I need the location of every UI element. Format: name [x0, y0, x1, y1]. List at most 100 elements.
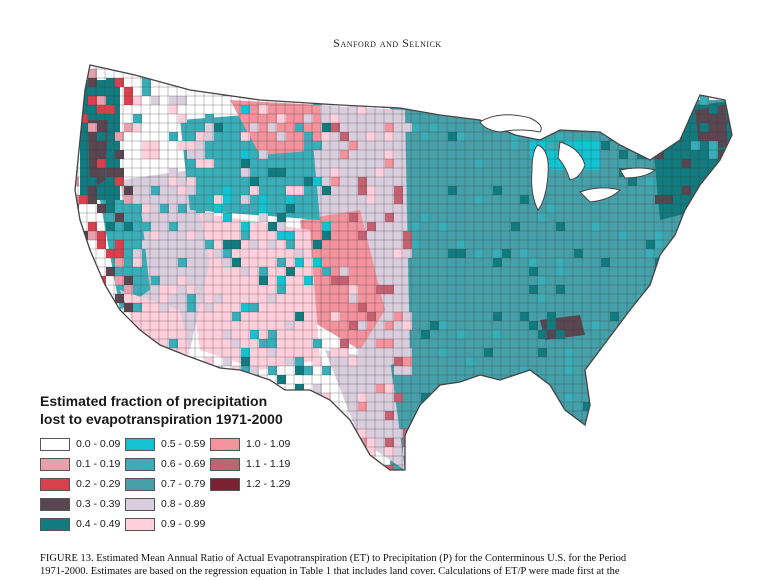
county-cell — [394, 186, 403, 195]
county-cell — [466, 159, 475, 168]
county-cell — [124, 276, 133, 285]
county-cell — [250, 303, 259, 312]
county-cell — [196, 366, 205, 375]
county-cell — [223, 249, 232, 258]
county-cell — [178, 366, 187, 375]
county-cell — [610, 312, 619, 321]
county-cell — [682, 348, 691, 357]
county-cell — [331, 114, 340, 123]
great-lakes — [479, 114, 657, 211]
county-cell — [151, 69, 160, 78]
county-cell — [718, 177, 727, 186]
county-cell — [97, 96, 106, 105]
county-cell — [520, 312, 529, 321]
county-cell — [637, 447, 646, 456]
county-cell — [718, 447, 727, 456]
county-cell — [727, 339, 732, 348]
county-cell — [97, 321, 106, 330]
county-cell — [502, 105, 511, 114]
county-cell — [709, 465, 718, 470]
county-cell — [691, 294, 700, 303]
county-cell — [214, 195, 223, 204]
county-cell — [385, 213, 394, 222]
county-cell — [268, 69, 277, 78]
county-cell — [313, 141, 322, 150]
county-cell — [547, 321, 556, 330]
county-cell — [160, 303, 169, 312]
county-cell — [673, 411, 682, 420]
county-cell — [178, 204, 187, 213]
county-cell — [241, 357, 250, 366]
county-cell — [304, 258, 313, 267]
county-cell — [700, 150, 709, 159]
county-cell — [322, 186, 331, 195]
county-cell — [88, 78, 97, 87]
county-cell — [340, 447, 349, 456]
legend-label: 0.5 - 0.59 — [161, 438, 206, 450]
county-cell — [673, 402, 682, 411]
county-cell — [106, 267, 115, 276]
county-cell — [322, 267, 331, 276]
county-cell — [709, 150, 718, 159]
legend-label: 0.6 - 0.69 — [161, 458, 206, 470]
county-cell — [394, 339, 403, 348]
county-cell — [709, 438, 718, 447]
legend-title: Estimated fraction of precipitation lost… — [40, 393, 283, 427]
county-cell — [340, 65, 349, 69]
county-cell — [736, 384, 745, 393]
county-cell — [700, 411, 709, 420]
legend-swatch — [40, 517, 70, 531]
county-cell — [196, 249, 205, 258]
legend-swatch — [40, 497, 70, 511]
county-cell — [556, 330, 565, 339]
county-cell — [124, 96, 133, 105]
county-cell — [151, 312, 160, 321]
county-cell — [700, 141, 709, 150]
legend-item: 1.1 - 1.19 — [210, 456, 290, 472]
county-cell — [439, 393, 448, 402]
county-cell — [151, 150, 160, 159]
county-cell — [268, 357, 277, 366]
county-cell — [223, 186, 232, 195]
county-cell — [727, 96, 732, 105]
legend-label: 0.4 - 0.49 — [76, 518, 121, 530]
county-cell — [133, 195, 142, 204]
county-cell — [160, 69, 169, 78]
county-cell — [727, 438, 732, 447]
legend-swatch — [40, 477, 70, 491]
county-cell — [718, 312, 727, 321]
county-cell — [115, 240, 124, 249]
county-cell — [169, 267, 178, 276]
county-cell — [673, 303, 682, 312]
county-cell — [727, 105, 732, 114]
county-cell — [673, 438, 682, 447]
county-cell — [340, 141, 349, 150]
county-cell — [520, 465, 529, 470]
county-cell — [745, 195, 750, 204]
county-cell — [277, 285, 286, 294]
us-et-ratio-map — [74, 64, 750, 471]
county-cell — [322, 231, 331, 240]
county-cell — [196, 294, 205, 303]
county-cell — [196, 132, 205, 141]
county-cell — [655, 465, 664, 470]
county-cell — [340, 150, 349, 159]
county-cell — [430, 465, 439, 470]
county-cell — [124, 285, 133, 294]
legend-swatch — [210, 457, 240, 471]
county-cell — [205, 303, 214, 312]
county-cell — [349, 213, 358, 222]
county-cell — [151, 276, 160, 285]
county-cell — [169, 96, 178, 105]
county-cell — [88, 123, 97, 132]
county-cell — [709, 69, 718, 78]
county-cell — [403, 321, 412, 330]
county-cell — [232, 258, 241, 267]
county-cell — [655, 105, 664, 114]
county-cell — [75, 375, 79, 384]
county-cell — [655, 240, 664, 249]
county-cell — [592, 465, 601, 470]
county-cell — [673, 339, 682, 348]
county-cell — [79, 65, 88, 69]
county-cell — [718, 420, 727, 429]
